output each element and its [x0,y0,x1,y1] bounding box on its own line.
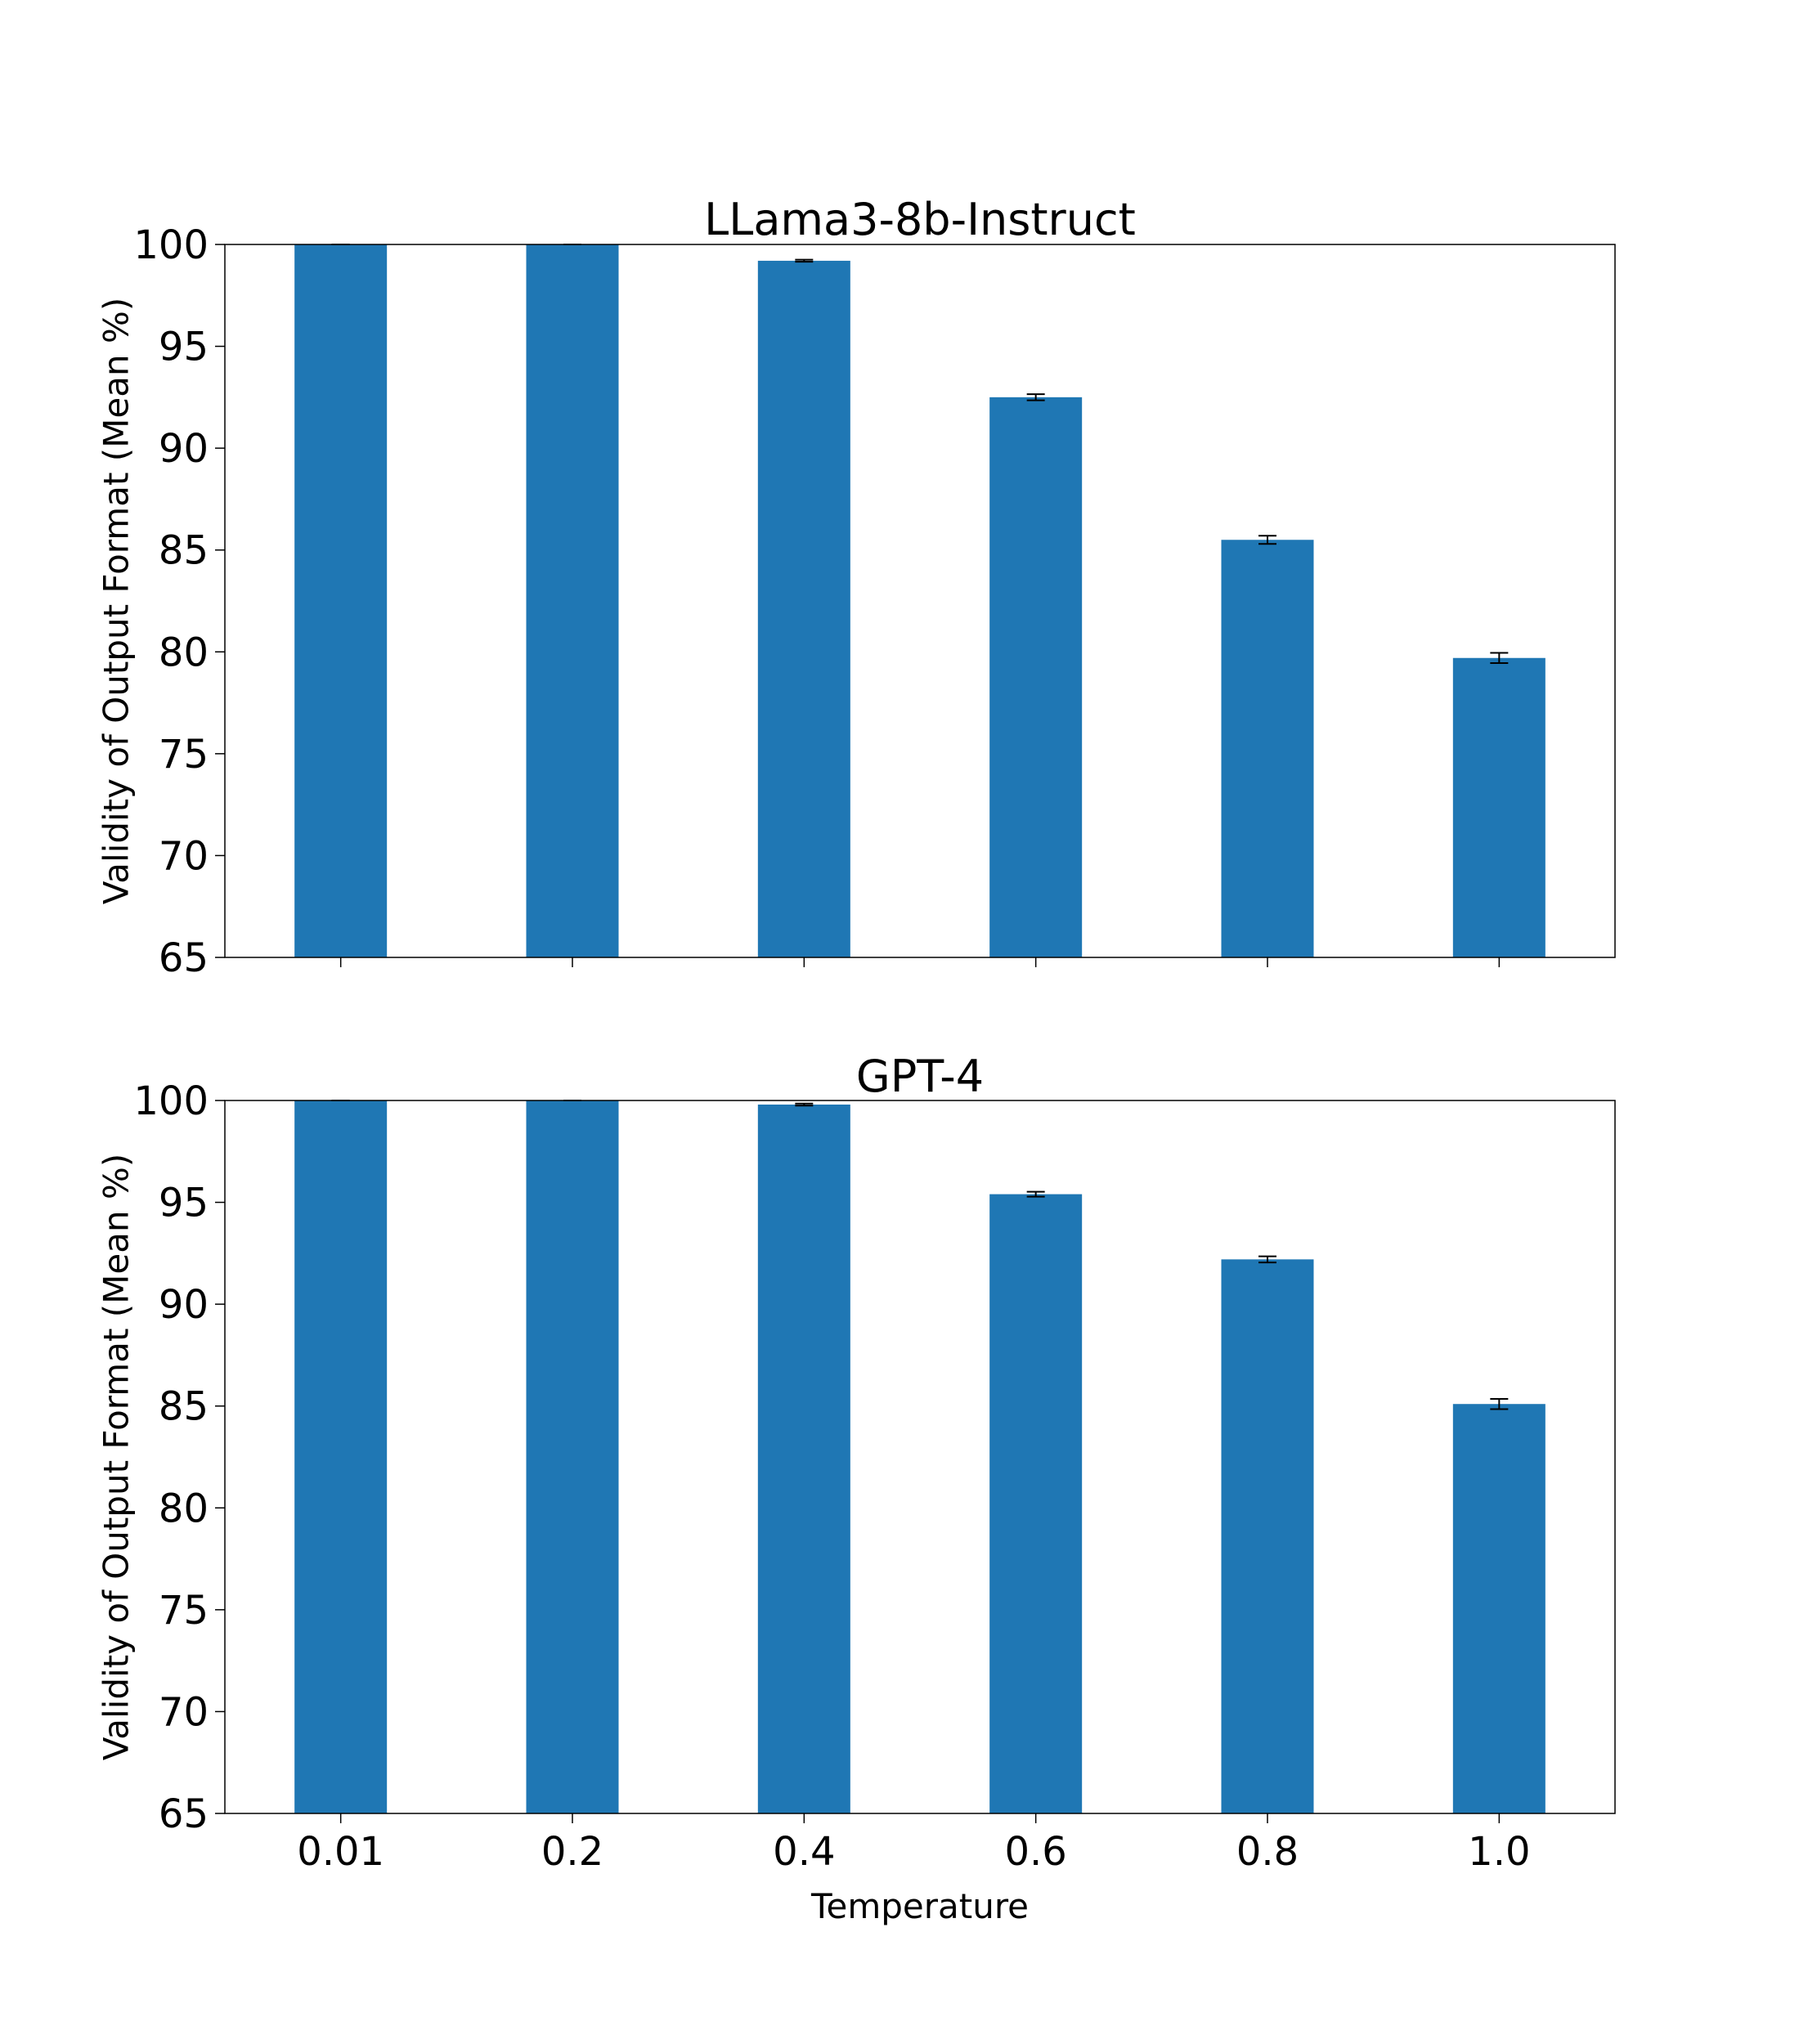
ytick-label: 90 [159,1282,209,1328]
bar-0.2 [526,244,619,957]
ytick-label: 95 [159,1181,209,1226]
axes-frame [224,1100,1616,1814]
xtick-label: 0.6 [1004,1829,1066,1875]
xtick-label: 0.8 [1236,1829,1299,1875]
y-axis-label: Validity of Output Format (Mean %) [96,298,137,904]
ytick-label: 70 [159,833,209,879]
ytick-label: 75 [159,732,209,778]
ytick-label: 85 [159,528,209,574]
ytick-label: 90 [159,426,209,472]
ytick-label: 95 [159,325,209,370]
bar-1.0 [1452,1404,1546,1813]
ytick-label: 75 [159,1588,209,1634]
ytick-label: 65 [159,1791,209,1837]
bar-0.01 [294,244,388,957]
bar-0.6 [989,397,1083,957]
xtick-label: 0.4 [773,1829,835,1875]
ytick-label: 85 [159,1384,209,1430]
bar-0.8 [1221,1259,1314,1813]
chart-title: GPT-4 [856,1051,984,1102]
bar-1.0 [1452,657,1546,957]
chart-title: LLama3-8b-Instruct [704,194,1136,245]
ytick-label: 80 [159,630,209,675]
axes-frame [224,244,1616,958]
xtick-label: 1.0 [1468,1829,1530,1875]
ytick-label: 70 [159,1689,209,1735]
bar-0.4 [757,260,850,958]
bar-0.2 [526,1100,619,1813]
xtick-label: 0.01 [297,1829,384,1875]
ytick-label: 65 [159,935,209,981]
x-axis-label: Temperature [810,1886,1029,1926]
xtick-label: 0.2 [541,1829,603,1875]
chart-gpt-4: 65 70 75 80 85 90 95 100 0.01 0.2 0.4 0.6 0.8 1.0 GPT-… [96,1051,1616,1926]
bar-0.01 [294,1100,388,1813]
bar-0.6 [989,1194,1083,1813]
ytick-label: 80 [159,1486,209,1531]
chart-llama3-8b-instruct: 65 70 75 80 85 90 95 100 LLama3-8b-Instruct Valid… [96,194,1616,981]
bar-0.8 [1221,540,1314,957]
y-axis-label: Validity of Output Format (Mean %) [96,1154,137,1760]
bar-0.4 [757,1104,850,1813]
ytick-label: 100 [133,222,209,268]
ytick-label: 100 [133,1078,209,1124]
